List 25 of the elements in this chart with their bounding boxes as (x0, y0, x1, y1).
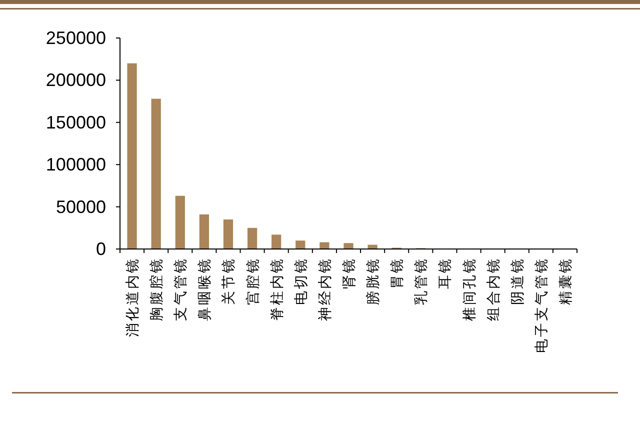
y-tick-label: 100000 (46, 154, 106, 175)
y-tick-label: 150000 (46, 112, 106, 132)
x-tick-label: 鼻咽喉镜 (197, 257, 214, 321)
x-tick-label: 电子支气管镜 (534, 257, 550, 353)
x-tick-label: 椎间孔镜 (462, 257, 478, 321)
x-tick-label: 精囊镜 (558, 257, 574, 305)
x-tick-label: 膀胱镜 (366, 257, 382, 305)
x-tick-label: 胸腹腔镜 (149, 257, 166, 321)
x-tick-label: 乳管镜 (414, 257, 430, 305)
x-tick-label: 关节镜 (221, 257, 238, 305)
x-tick-label: 组合内镜 (486, 257, 502, 321)
y-tick-label: 250000 (46, 28, 106, 48)
y-tick-label: 50000 (56, 196, 106, 217)
x-tick-label: 消化道内镜 (125, 257, 142, 337)
x-tick-label: 肾镜 (342, 257, 358, 289)
x-tick-label: 阴道镜 (510, 257, 526, 305)
x-tick-label: 电切镜 (293, 257, 310, 305)
x-tick-label: 宫腔镜 (245, 257, 262, 305)
x-tick-label: 耳镜 (438, 257, 454, 289)
y-tick-label: 200000 (46, 70, 106, 90)
x-tick-label: 支气管镜 (173, 257, 190, 321)
x-tick-label: 神经内镜 (317, 257, 334, 321)
y-tick-label: 0 (96, 239, 106, 259)
x-tick-label: 脊柱内镜 (269, 257, 286, 321)
x-tick-label: 胃镜 (390, 257, 406, 289)
